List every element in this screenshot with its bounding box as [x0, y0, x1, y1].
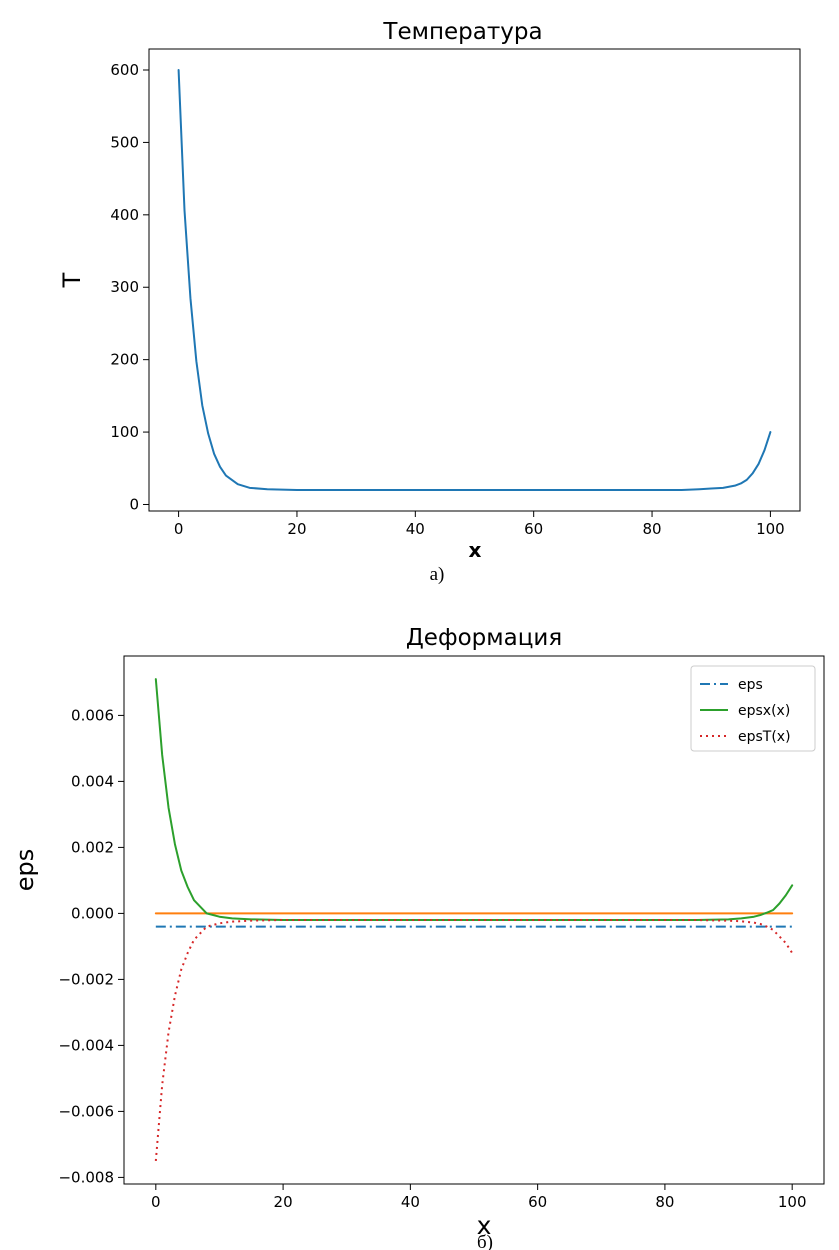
- y-tick-label: 0.000: [71, 904, 114, 922]
- x-axis-ticks: 0 20 40 60 80 100: [151, 1184, 807, 1211]
- x-tick-label: 40: [406, 520, 425, 538]
- series-line-epsxx: [154, 678, 794, 921]
- y-tick-label: −0.002: [58, 970, 114, 988]
- legend-label-eps: eps: [738, 677, 763, 693]
- x-axis-label: x: [469, 538, 482, 562]
- legend: eps epsx(x) epsT(x): [690, 665, 816, 752]
- x-tick-label: 80: [655, 1193, 674, 1211]
- legend-box: [690, 665, 816, 752]
- series-line-unnamed-0: [177, 69, 772, 491]
- y-axis-label: T: [58, 272, 86, 288]
- plot-area: [154, 678, 794, 1161]
- x-axis-label: x: [477, 1211, 492, 1240]
- x-tick-label: 80: [642, 520, 661, 538]
- temperature-chart: Температура 0 20 40 60 80 100 0 100 200 300 400 50…: [58, 19, 801, 585]
- plot-area: [177, 69, 772, 491]
- x-axis-ticks: 0 20 40 60 80 100: [174, 511, 785, 538]
- y-tick-label: 200: [110, 351, 139, 369]
- series-line-epsTx: [154, 919, 794, 1161]
- axes-frame: [148, 48, 801, 512]
- chart-title: Деформация: [406, 625, 562, 651]
- y-tick-label: −0.006: [58, 1102, 114, 1120]
- x-tick-label: 20: [287, 520, 306, 538]
- y-tick-label: 400: [110, 206, 139, 224]
- y-axis-ticks: −0.008 −0.006 −0.004 −0.002 0.000 0.002 0.004 0…: [58, 706, 124, 1186]
- y-tick-label: 0.006: [71, 706, 114, 724]
- y-tick-label: 0.004: [71, 772, 114, 790]
- y-tick-label: 300: [110, 278, 139, 296]
- deformation-chart: Деформация 0 20 40 60 80 100 −0.008−0.006−0.0…: [11, 625, 825, 1250]
- x-tick-label: 100: [756, 520, 785, 538]
- y-tick-label: 100: [110, 423, 139, 441]
- axes-frame: [123, 655, 825, 1185]
- x-tick-label: 60: [528, 1193, 547, 1211]
- legend-label-epsx: epsx(x): [738, 703, 790, 719]
- y-tick-label: −0.004: [58, 1036, 114, 1054]
- legend-label-epsT: epsT(x): [738, 729, 791, 745]
- figure-caption-b: б): [477, 1232, 493, 1250]
- chart-title: Температура: [382, 19, 542, 45]
- y-tick-label: −0.008: [58, 1168, 114, 1186]
- y-tick-label: 500: [110, 133, 139, 151]
- y-axis-label: eps: [11, 849, 39, 892]
- x-tick-label: 20: [274, 1193, 293, 1211]
- y-tick-label: 0: [129, 495, 139, 513]
- y-tick-label: 600: [110, 61, 139, 79]
- y-tick-label: 0.002: [71, 838, 114, 856]
- x-tick-label: 60: [524, 520, 543, 538]
- figure-caption-a: а): [430, 564, 445, 585]
- x-tick-label: 0: [174, 520, 184, 538]
- x-tick-label: 100: [778, 1193, 807, 1211]
- y-axis-ticks: 0 100 200 300 400 500 600: [110, 61, 149, 513]
- x-tick-label: 40: [401, 1193, 420, 1211]
- x-tick-label: 0: [151, 1193, 161, 1211]
